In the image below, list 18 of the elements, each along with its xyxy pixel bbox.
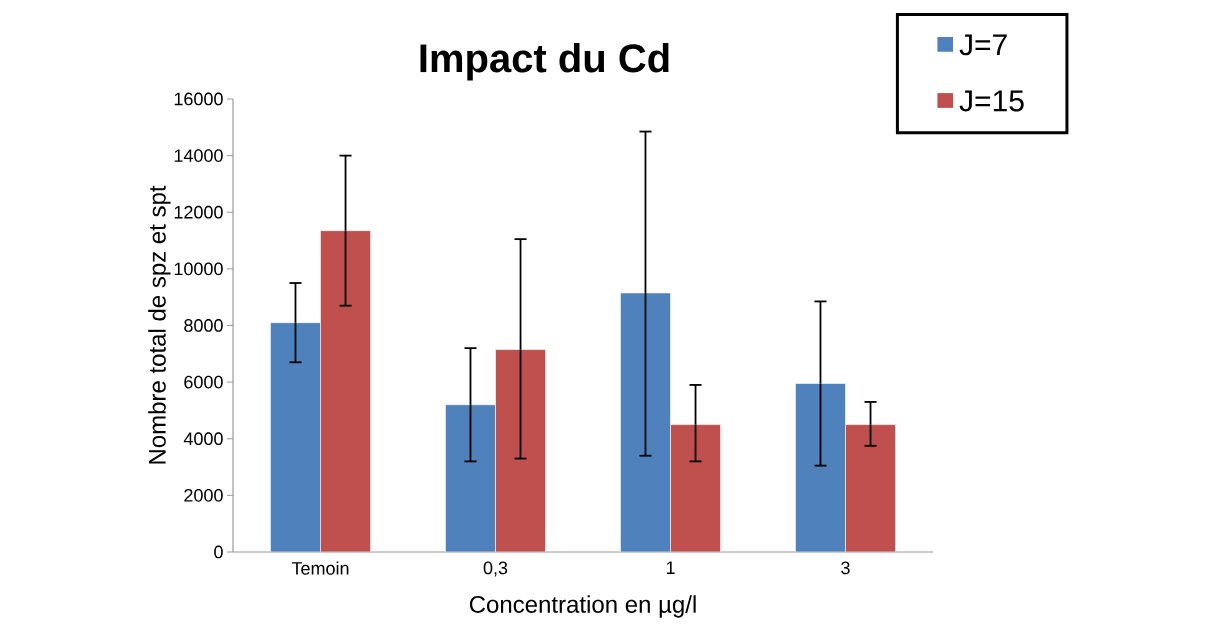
- y-tick-label: 10000: [174, 262, 223, 276]
- y-tick-label: 16000: [174, 92, 223, 106]
- chart-title: Impact du Cd: [420, 43, 669, 81]
- y-tick-label: 0: [214, 545, 223, 559]
- x-tick-label: Temoin: [291, 561, 349, 575]
- y-tick-label: 6000: [184, 375, 223, 389]
- y-tick-label: 14000: [174, 149, 223, 162]
- y-axis-title: Nombre total de spz et spt: [148, 185, 171, 464]
- x-axis-title: Concentration en µg/l: [469, 595, 696, 618]
- y-tick-label: 2000: [184, 488, 223, 502]
- x-tick-label: 0,3: [483, 561, 508, 577]
- y-tick-label: 4000: [183, 432, 223, 446]
- legend-label: J=15: [959, 90, 1024, 112]
- x-tick-label: 3: [841, 561, 850, 575]
- legend-label: J=7: [959, 34, 1007, 56]
- y-tick-label: 12000: [174, 205, 223, 219]
- x-tick-label: 1: [666, 561, 675, 574]
- y-tick-label: 8000: [184, 319, 223, 332]
